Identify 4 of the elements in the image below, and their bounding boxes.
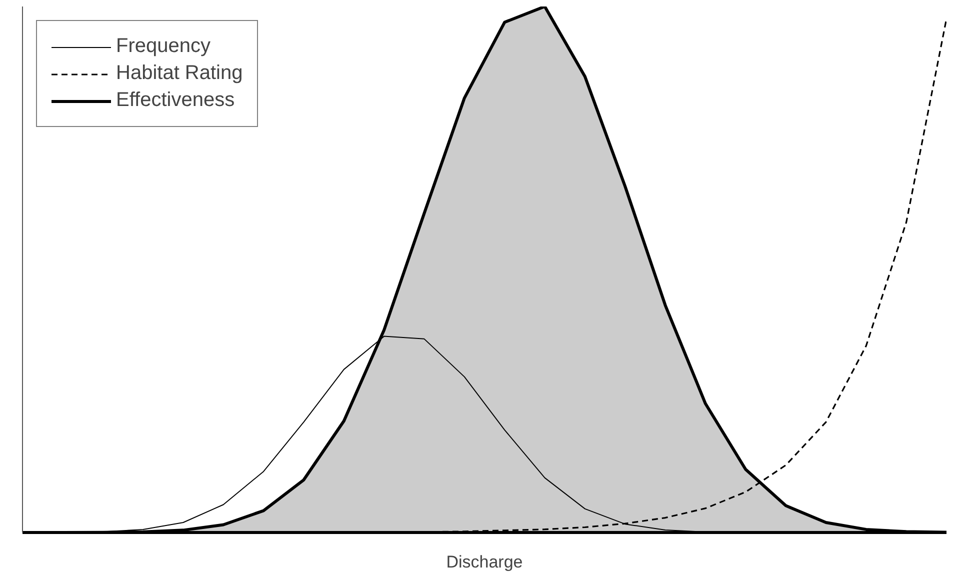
legend-label: Effectiveness (116, 89, 235, 112)
legend-label: Habitat Rating (116, 62, 243, 85)
legend-label: Frequency (116, 35, 210, 58)
x-axis-title: Discharge (446, 552, 523, 572)
